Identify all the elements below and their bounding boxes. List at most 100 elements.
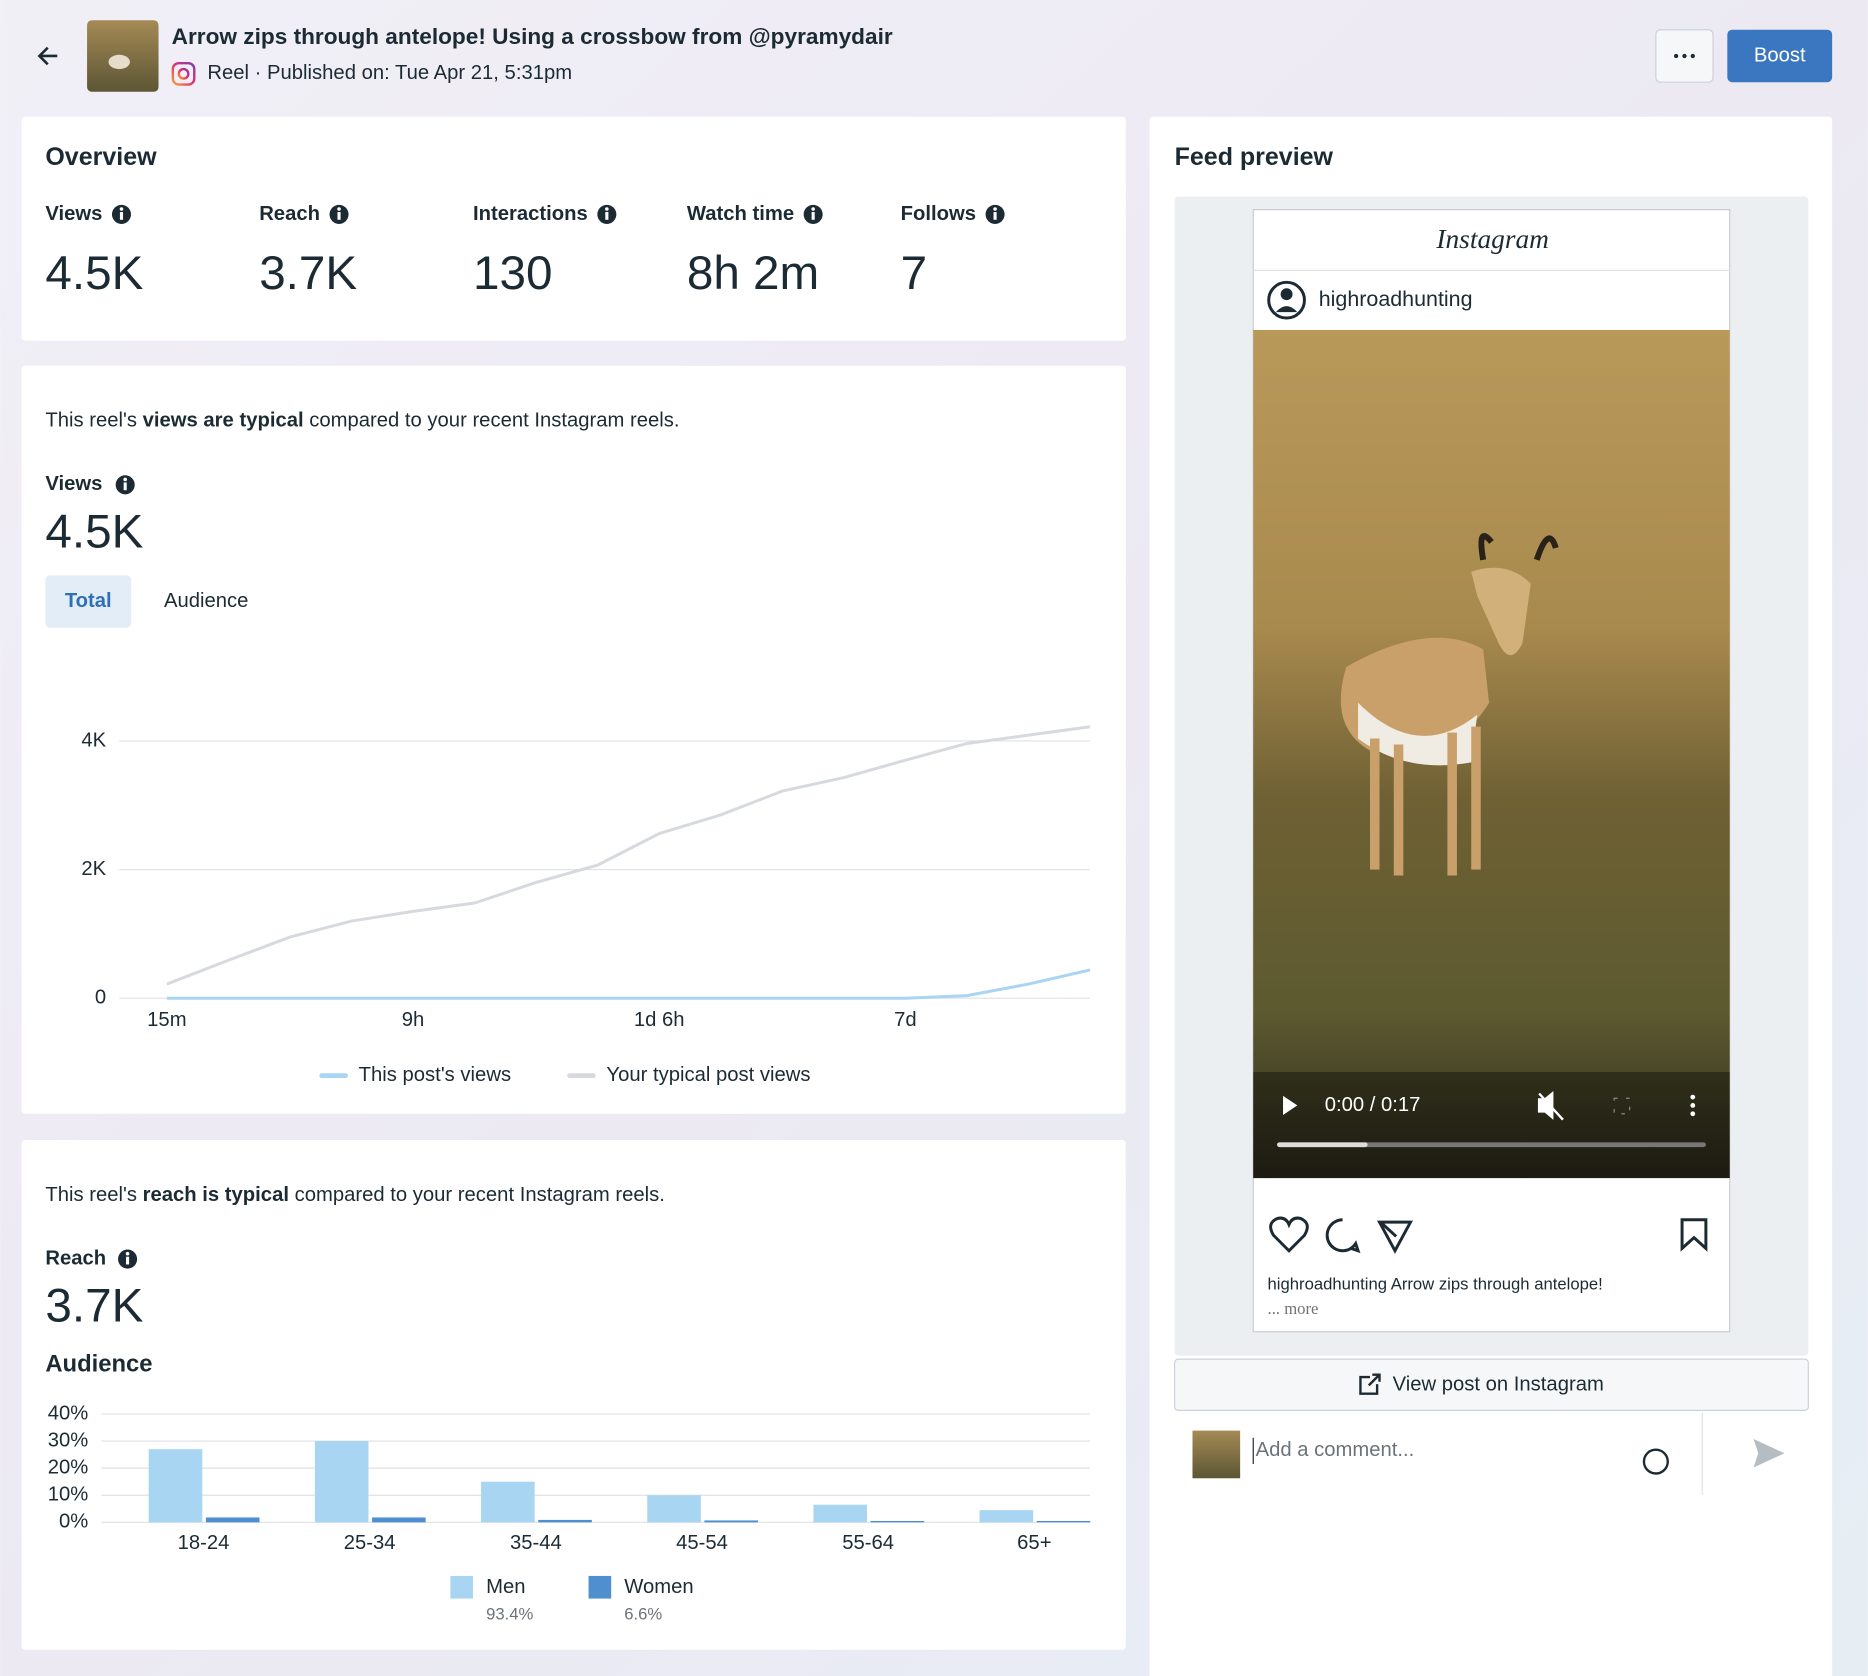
legend-swatch [588, 1575, 612, 1599]
bar-chart: 0% 10% 20% 30% 40% 18-24 25-34 35-44 45-54 55-64 6… [48, 1402, 1091, 1624]
metric-label: Views [45, 473, 102, 495]
metric-label: Reach [45, 1247, 106, 1269]
comment-input[interactable]: Add a comment... [1256, 1439, 1415, 1461]
bar [870, 1520, 925, 1523]
bar [205, 1517, 260, 1523]
menu-dot[interactable] [1690, 1094, 1696, 1100]
play-button[interactable] [1283, 1095, 1298, 1115]
bar [704, 1520, 759, 1523]
bar [481, 1481, 535, 1523]
x-tick-label: 25-34 [344, 1532, 396, 1554]
progress-track [1277, 1142, 1706, 1148]
insight-text: compared to your recent Instagram reels. [304, 410, 680, 432]
emoji-button[interactable] [1642, 1448, 1669, 1475]
y-tick-label: 0 [95, 987, 106, 1009]
y-tick-label: 4K [81, 729, 106, 751]
bar [314, 1441, 369, 1523]
back-button[interactable] [37, 46, 58, 66]
x-tick-label: 18-24 [178, 1532, 230, 1554]
insight-text: This reel's [45, 410, 142, 432]
video[interactable] [1253, 329, 1730, 1179]
x-tick-label: 1d 6h [634, 1009, 685, 1031]
fullscreen-button[interactable] [1613, 1097, 1631, 1115]
info-icon[interactable] [597, 204, 617, 224]
tab-label[interactable]: Audience [164, 590, 248, 612]
caption: highroadhunting Arrow zips through antel… [1268, 1275, 1603, 1294]
metric-label: Interactions [473, 203, 588, 225]
bar [1036, 1520, 1091, 1523]
share-icon[interactable] [1377, 1220, 1413, 1254]
insight-emphasis: views are typical [143, 410, 304, 432]
x-tick-label: 35-44 [510, 1532, 562, 1554]
progress-fill [1277, 1142, 1368, 1148]
bar [813, 1504, 867, 1523]
boost-button[interactable] [1727, 29, 1833, 83]
info-icon[interactable] [111, 204, 132, 224]
bar [538, 1519, 592, 1523]
series-line [166, 725, 1091, 986]
view-post-label: View post on Instagram [1393, 1374, 1604, 1396]
feed-preview-title: Feed preview [1175, 143, 1334, 171]
metric-label: Reach [259, 203, 320, 225]
username: highroadhunting [1319, 287, 1473, 311]
y-tick-label: 2K [81, 858, 106, 880]
y-tick-label: 0% [59, 1511, 88, 1533]
insight-text: compared to your recent Instagram reels. [289, 1184, 665, 1206]
insight-emphasis: reach is typical [143, 1184, 289, 1206]
video-controls-bg [1253, 1072, 1730, 1179]
legend-share: 93.4% [486, 1605, 533, 1624]
video-time: 0:00 / 0:17 [1325, 1094, 1421, 1116]
info-icon[interactable] [118, 1249, 138, 1269]
info-icon[interactable] [985, 204, 1005, 224]
legend-label: Women [624, 1576, 693, 1598]
section-title: Audience [45, 1350, 152, 1377]
metric-value: 3.7K [259, 247, 357, 300]
bar [979, 1510, 1034, 1523]
instagram-icon-lens [177, 67, 190, 80]
x-tick-label: 7d [894, 1009, 917, 1031]
y-tick-label: 40% [48, 1402, 89, 1424]
legend-label: Your typical post views [606, 1064, 810, 1086]
reach-card [21, 1139, 1126, 1650]
metric-label: Views [45, 203, 102, 225]
x-tick-label: 9h [402, 1009, 425, 1031]
like-icon[interactable] [1269, 1216, 1309, 1253]
info-icon[interactable] [329, 204, 349, 224]
send-button[interactable] [1753, 1438, 1785, 1468]
line-chart: 0 2K 4K 15m 9h 1d 6h 7d This post's views Your t… [81, 725, 1091, 1086]
commenter-avatar [1192, 1430, 1241, 1479]
more-link[interactable]: ... more [1268, 1299, 1319, 1318]
post-subtitle: Reel · Published on: Tue Apr 21, 5:31pm [207, 62, 572, 84]
avatar-icon [1267, 280, 1306, 320]
menu-dot [1690, 1111, 1696, 1117]
menu-dot [1690, 1103, 1696, 1108]
tab-active[interactable] [45, 575, 132, 628]
metric-value: 7 [901, 247, 927, 300]
y-tick-label: 10% [48, 1484, 89, 1506]
save-icon[interactable] [1680, 1218, 1708, 1252]
tab-label: Total [65, 590, 112, 612]
boost-label: Boost [1754, 44, 1806, 66]
info-icon[interactable] [115, 475, 135, 495]
metric-value: 130 [473, 247, 552, 300]
avatar-head [1280, 288, 1293, 301]
mute-button[interactable] [1537, 1090, 1564, 1121]
comment-icon[interactable] [1325, 1218, 1361, 1254]
metric-label: Watch time [687, 203, 794, 225]
instagram-brand: Instagram [1435, 224, 1549, 254]
metric-value: 4.5K [45, 247, 143, 300]
legend-swatch [450, 1575, 474, 1599]
info-icon[interactable] [803, 204, 823, 224]
reach-insight: This reel's reach is typical compared to… [45, 1184, 665, 1206]
instagram-icon [171, 61, 196, 86]
view-post-button[interactable] [1174, 1358, 1809, 1411]
bar [148, 1449, 203, 1523]
metrics: Views 4.5K Reach 3.7K Interactions 130 Watch t… [45, 203, 1005, 300]
y-tick-label: 20% [48, 1456, 89, 1478]
metric-value: 3.7K [45, 1280, 143, 1333]
x-tick-label: 65+ [1017, 1532, 1051, 1554]
x-tick-label: 55-64 [842, 1532, 894, 1554]
metric-value: 8h 2m [687, 247, 819, 300]
more-dot [1682, 53, 1687, 59]
insight-text: This reel's [45, 1184, 142, 1206]
